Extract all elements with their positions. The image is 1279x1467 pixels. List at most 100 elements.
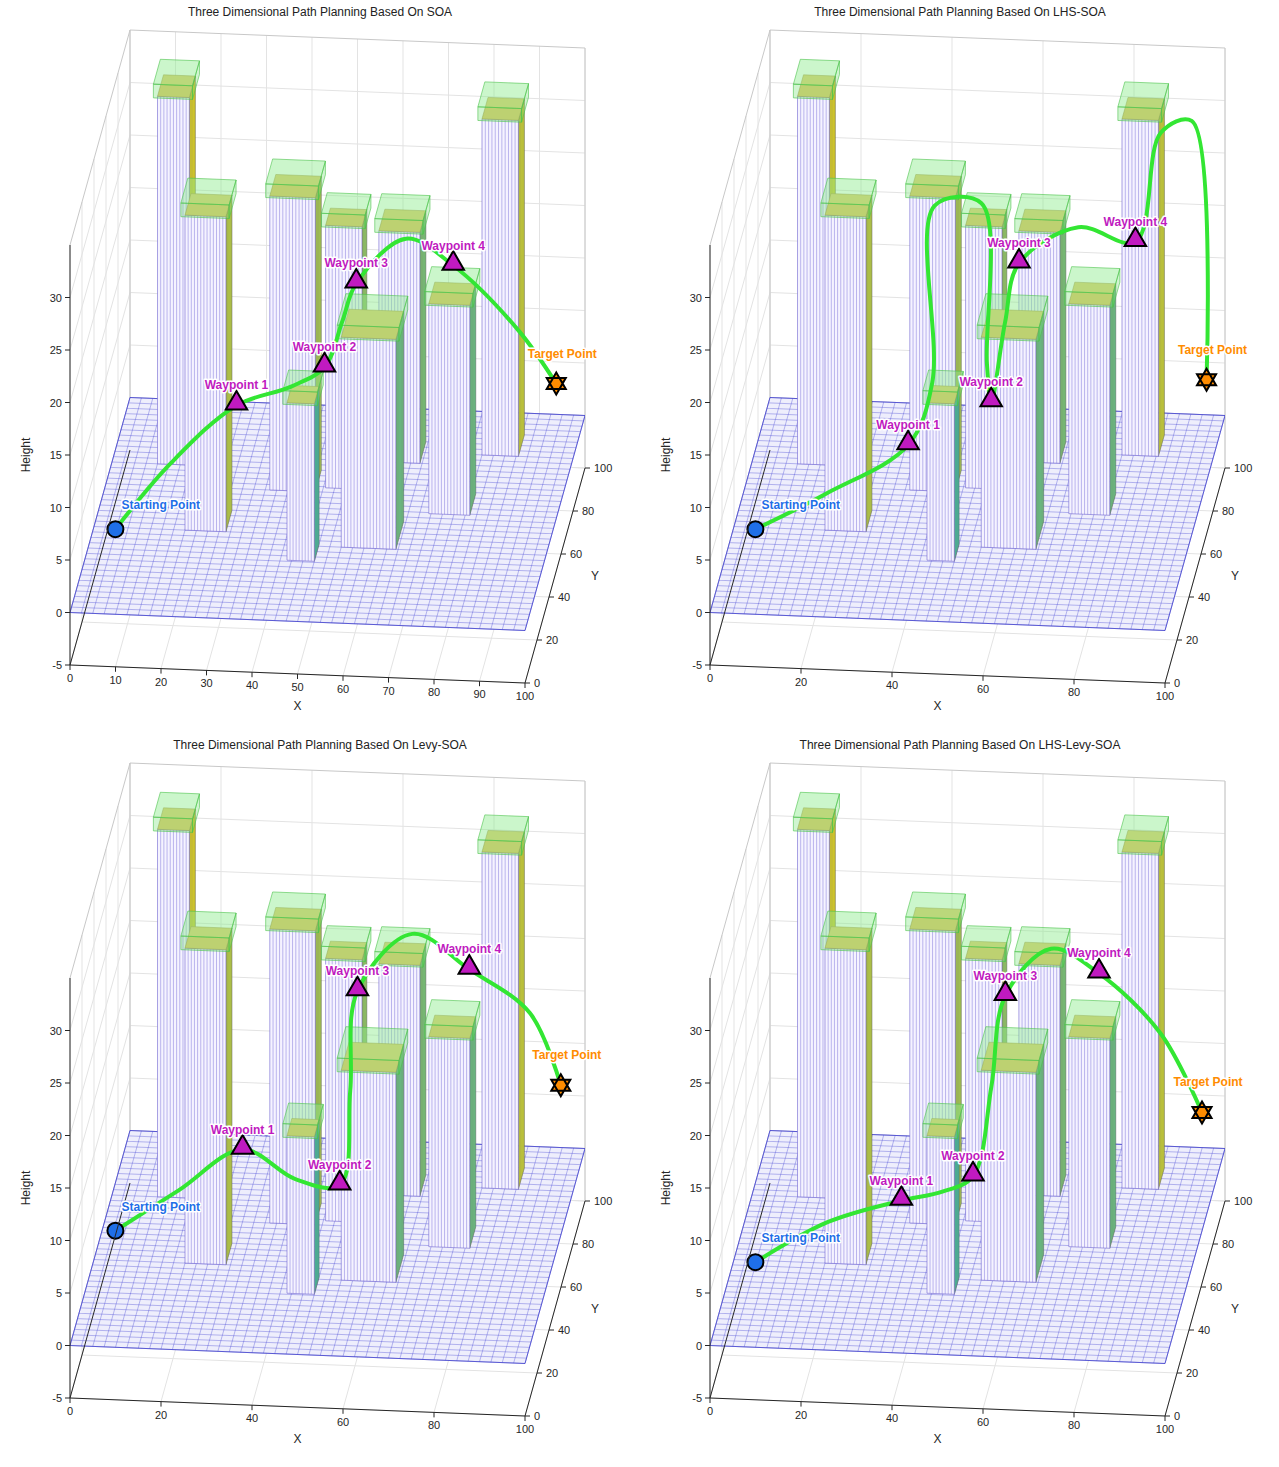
building-stripe xyxy=(1010,338,1011,548)
z-tick xyxy=(65,350,70,351)
building-stripe xyxy=(1056,232,1057,463)
grid-line xyxy=(710,665,1165,683)
y-tick-label: 0 xyxy=(1174,677,1180,689)
building-stripe xyxy=(273,929,274,1223)
point-label: Waypoint 4 xyxy=(1067,946,1131,960)
grid-line xyxy=(710,83,770,298)
building-stripe xyxy=(410,232,411,463)
z-tick xyxy=(705,1398,710,1399)
x-axis-line xyxy=(710,665,1165,683)
point-label: Waypoint 1 xyxy=(876,418,940,432)
x-tick-label: 100 xyxy=(516,1423,534,1435)
x-axis-line xyxy=(70,1398,525,1416)
building-stripe xyxy=(972,959,973,1222)
building-stripe xyxy=(1138,853,1139,1189)
building-stripe xyxy=(354,1071,355,1281)
x-tick xyxy=(892,672,893,677)
z-tick-label: 25 xyxy=(690,1077,702,1089)
box-edge xyxy=(710,1183,770,1398)
z-tick-label: 25 xyxy=(690,344,702,356)
y-tick xyxy=(537,1373,542,1374)
x-tick xyxy=(1165,683,1166,688)
x-tick-label: 0 xyxy=(67,672,73,684)
building-front xyxy=(341,337,396,549)
building-stripe xyxy=(1036,1068,1037,1278)
building-stripe xyxy=(399,1060,400,1270)
building-stripe xyxy=(383,1072,384,1282)
building-stripe xyxy=(990,338,991,548)
grid-line xyxy=(770,30,771,450)
y-tick-label: 0 xyxy=(534,677,540,689)
building-stripe xyxy=(376,1072,377,1282)
building-stripe xyxy=(1065,946,1066,1177)
point-label: Target Point xyxy=(1173,1075,1242,1089)
building-stripe xyxy=(170,97,171,465)
building-stripe xyxy=(293,1136,294,1294)
building-cap xyxy=(266,184,319,200)
z-tick xyxy=(705,350,710,351)
point-label: Waypoint 3 xyxy=(324,256,388,270)
x-tick xyxy=(297,674,298,679)
building-stripe xyxy=(498,853,499,1189)
marker-star xyxy=(1192,1101,1211,1123)
building xyxy=(1118,815,1169,1189)
y-tick-label: 100 xyxy=(594,1195,612,1207)
building-stripe xyxy=(1000,1071,1001,1281)
building-stripe xyxy=(810,830,811,1197)
building-stripe xyxy=(1075,304,1076,514)
grid-line xyxy=(770,763,771,1183)
x-tick xyxy=(479,681,480,686)
marker-triangle xyxy=(980,388,1001,407)
building-stripe xyxy=(210,216,211,531)
y-tick-label: 80 xyxy=(1222,505,1234,517)
y-tick-label: 60 xyxy=(1210,548,1222,560)
building-stripe xyxy=(213,949,214,1264)
building-stripe xyxy=(402,315,403,525)
building-stripe xyxy=(1040,323,1041,533)
title: Three Dimensional Path Planning Based On… xyxy=(173,738,467,752)
building-side xyxy=(866,928,872,1265)
building-stripe xyxy=(840,216,841,531)
building-stripe xyxy=(200,216,201,531)
building-stripe xyxy=(1081,304,1082,514)
building-stripe xyxy=(501,120,502,456)
grid-line xyxy=(710,135,770,350)
z-tick xyxy=(65,1083,70,1084)
building-front xyxy=(981,337,1036,549)
z-tick-label: 5 xyxy=(56,554,62,566)
building-cap xyxy=(1065,267,1120,294)
building-stripe xyxy=(958,1122,959,1280)
building-stripe xyxy=(163,97,164,465)
z-tick xyxy=(705,1240,710,1241)
building-stripe xyxy=(1087,304,1088,514)
plot-area xyxy=(70,59,585,630)
grid-line xyxy=(130,763,131,1183)
y-tick-label: 20 xyxy=(1186,1367,1198,1379)
box-edge xyxy=(1225,781,1226,1201)
z-tick-label: -5 xyxy=(52,1392,62,1404)
building-stripe xyxy=(475,1019,476,1229)
building-stripe xyxy=(984,337,985,547)
grid xyxy=(70,30,585,683)
building-stripe xyxy=(370,338,371,548)
building-cap xyxy=(153,84,192,99)
building-stripe xyxy=(853,216,854,531)
y-axis-title: Y xyxy=(1231,1302,1239,1316)
z-tick-label: -5 xyxy=(692,1392,702,1404)
building-stripe xyxy=(1131,852,1132,1188)
x-tick xyxy=(70,665,71,670)
building-stripe xyxy=(1003,338,1004,548)
building-front xyxy=(1122,852,1158,1189)
building-stripe xyxy=(400,1056,401,1266)
x-axis-title: X xyxy=(933,1432,941,1446)
building-stripe xyxy=(299,1136,300,1294)
y-tick-label: 100 xyxy=(1234,1195,1252,1207)
building-stripe xyxy=(399,1058,400,1268)
x-tick xyxy=(983,676,984,681)
building-cap xyxy=(321,213,365,228)
x-tick-label: 70 xyxy=(382,685,394,697)
building-stripe xyxy=(488,852,489,1188)
building-stripe xyxy=(373,338,374,548)
building-stripe xyxy=(1148,120,1149,456)
building-stripe xyxy=(1141,853,1142,1189)
